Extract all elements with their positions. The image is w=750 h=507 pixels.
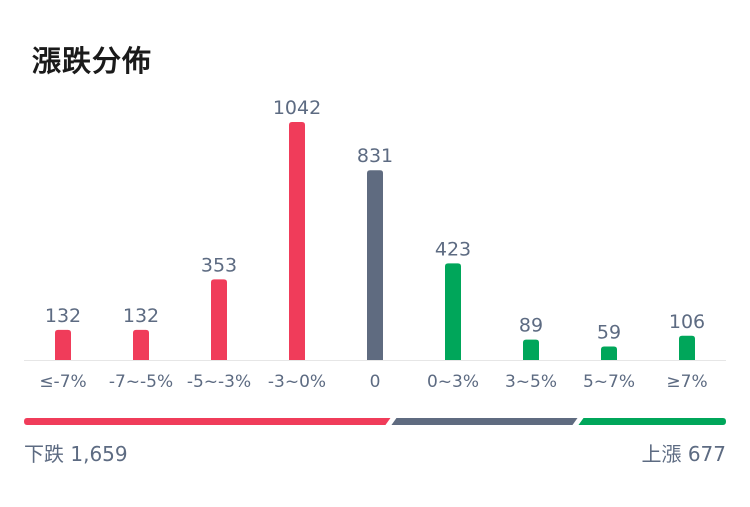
bar-value-label-7: 59 <box>597 322 621 344</box>
bar-1 <box>133 329 149 360</box>
x-tick-label-3: -3~0% <box>268 372 326 392</box>
bar-value-label-4: 831 <box>357 145 393 167</box>
bar-3 <box>289 122 305 360</box>
bar-5 <box>445 263 461 360</box>
x-tick-label-2: -5~-3% <box>187 372 251 392</box>
bar-value-label-8: 106 <box>669 311 705 333</box>
bar-0 <box>55 329 71 360</box>
bar-4 <box>367 170 383 360</box>
x-tick-label-5: 0~3% <box>427 372 479 392</box>
ratio-bar-down <box>24 418 391 425</box>
down-label: 下跌 <box>24 442 64 466</box>
bar-value-label-5: 423 <box>435 238 471 260</box>
bar-7 <box>601 346 617 360</box>
x-tick-label-8: ≥7% <box>666 372 707 392</box>
bar-value-label-6: 89 <box>519 315 543 337</box>
x-tick-label-1: -7~-5% <box>109 372 173 392</box>
down-count: 1,659 <box>70 442 128 466</box>
up-count: 677 <box>687 442 726 466</box>
up-label: 上漲 <box>641 442 682 466</box>
up-summary: 上漲 677 <box>641 438 726 467</box>
x-tick-label-7: 5~7% <box>583 372 635 392</box>
bar-6 <box>523 339 539 360</box>
x-tick-label-4: 0 <box>370 372 381 392</box>
ratio-bar-flat <box>391 418 578 425</box>
bar-value-label-3: 1042 <box>273 97 321 119</box>
ratio-bar-up <box>578 418 726 425</box>
x-tick-label-0: ≤-7% <box>39 372 86 392</box>
bar-2 <box>211 279 227 360</box>
bar-value-label-2: 353 <box>201 254 237 276</box>
bar-8 <box>679 335 695 360</box>
x-tick-label-6: 3~5% <box>505 372 557 392</box>
bar-value-label-1: 132 <box>123 305 159 327</box>
chart-title: 漲跌分佈 <box>32 44 153 78</box>
down-summary: 下跌 1,659 <box>24 438 128 467</box>
bar-value-label-0: 132 <box>45 305 81 327</box>
